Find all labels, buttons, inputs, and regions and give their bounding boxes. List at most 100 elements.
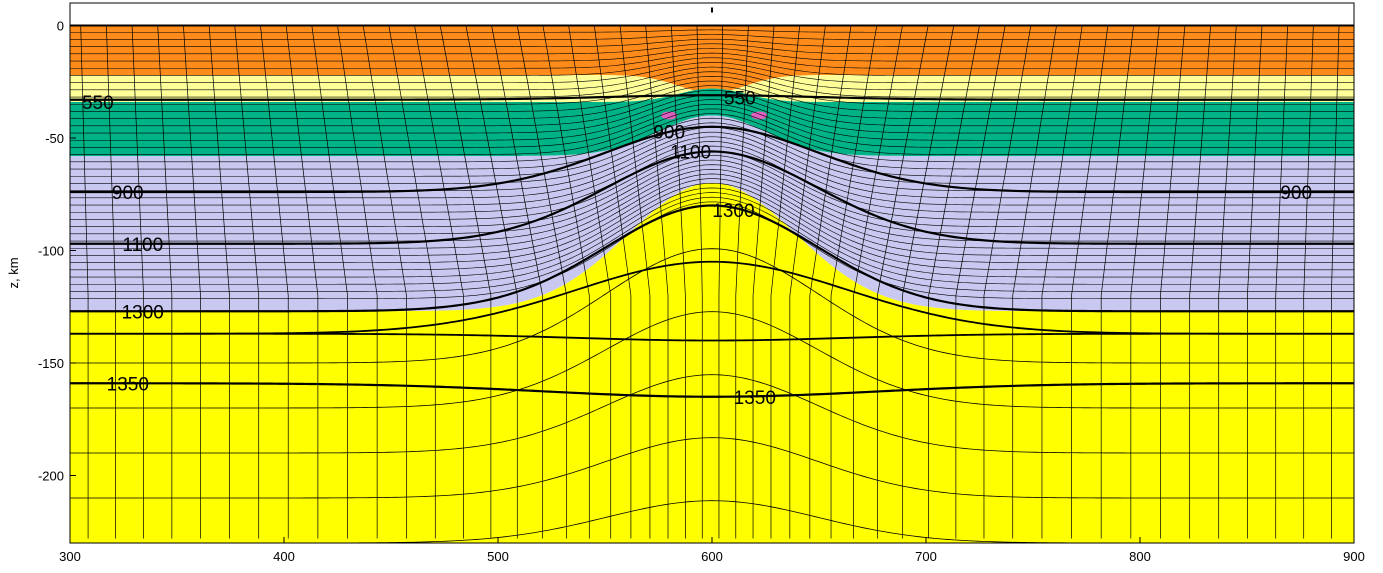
grid-line-vertical — [752, 25, 775, 539]
grid-line-vertical — [789, 25, 826, 539]
isotherm-label-1300: 1300 — [712, 201, 754, 222]
grid-line-vertical — [157, 25, 173, 539]
x-tick-label: 800 — [1129, 549, 1151, 564]
grid-line-horizontal — [70, 117, 1354, 170]
isotherm-label-text: 1300 — [122, 302, 164, 323]
grid-line-vertical — [337, 25, 378, 539]
grid-line-vertical — [1275, 25, 1289, 539]
grid-line-horizontal — [70, 374, 1354, 454]
y-tick-label: 0 — [57, 19, 64, 34]
isotherm-label-text: 550 — [724, 89, 756, 110]
isotherm-label-text: 900 — [653, 122, 685, 143]
grid-line-vertical — [183, 25, 201, 539]
grid-line-horizontal — [70, 192, 1354, 285]
isotherm-1350 — [70, 382, 1354, 398]
grid-line-horizontal — [70, 71, 1354, 98]
isotherm-550 — [70, 94, 1354, 101]
isotherm-label-1100: 1100 — [122, 235, 163, 256]
grid-line-vertical — [362, 25, 407, 539]
grid-line-vertical — [1303, 25, 1314, 539]
isotherm-label-text: 550 — [82, 93, 114, 114]
grid-line-vertical — [718, 25, 724, 539]
isotherm-label-text: 900 — [112, 183, 144, 204]
grid-line-vertical — [439, 25, 492, 539]
grid-line-vertical — [1247, 25, 1263, 539]
grid-line-horizontal — [70, 89, 1354, 127]
grid-line-vertical — [1330, 25, 1340, 539]
isotherm-1300 — [70, 204, 1354, 313]
intrusion-body-1 — [751, 111, 768, 120]
isotherm-label-text: 900 — [1280, 183, 1312, 204]
grid-line-horizontal — [70, 145, 1354, 213]
grid-line-vertical — [593, 25, 632, 539]
grid-line-horizontal — [70, 34, 1354, 40]
isotherm-label-text: 1350 — [734, 388, 776, 409]
isotherm-label-550: 550 — [724, 89, 756, 110]
grid-line-horizontal — [70, 196, 1354, 292]
grid-line-vertical — [645, 25, 669, 539]
intrusion-body-0 — [661, 111, 678, 120]
grid-line-vertical — [260, 25, 289, 539]
grid-line-vertical — [568, 25, 612, 539]
x-tick-label: 500 — [487, 549, 509, 564]
grid-line-horizontal — [70, 248, 1354, 364]
grid-line-horizontal — [70, 43, 1354, 55]
grid-line-horizontal — [70, 76, 1354, 105]
isotherm-label-text: 1100 — [122, 235, 163, 256]
grid-line-vertical — [234, 25, 260, 539]
x-tick-label: 900 — [1343, 549, 1365, 564]
isotherm-label-1100: 1100 — [670, 143, 711, 164]
isotherm-label-1300: 1300 — [122, 302, 164, 323]
grid-line-horizontal — [70, 159, 1354, 235]
isotherm-label-900: 900 — [653, 122, 685, 143]
layer-2 — [70, 88, 1354, 156]
grid-line-vertical — [106, 25, 117, 539]
grid-line-vertical — [414, 25, 464, 539]
x-tick-label: 700 — [915, 549, 937, 564]
grid-line-vertical — [542, 25, 590, 539]
grid-line-vertical — [311, 25, 348, 539]
grid-line-vertical — [516, 25, 567, 539]
isotherm-label-900: 900 — [1280, 183, 1312, 204]
grid-line-vertical — [1071, 25, 1109, 539]
grid-line-horizontal — [70, 122, 1354, 177]
grid-line-horizontal — [70, 136, 1354, 199]
y-axis: 0 -50 -100 -150 -200 — [38, 19, 76, 484]
isotherm-extra-1 — [70, 332, 1354, 342]
grid-line-horizontal — [70, 201, 1354, 299]
grid-line-horizontal — [70, 29, 1354, 33]
isotherm-label-text: 1300 — [712, 201, 754, 222]
isotherms — [70, 94, 1354, 398]
grid-line-vertical — [670, 25, 686, 539]
grid-line-horizontal — [70, 311, 1354, 409]
isotherm-label-text: 1350 — [107, 374, 149, 395]
y-tick-label: -150 — [38, 356, 64, 371]
grid-line-horizontal — [70, 57, 1354, 76]
grid-line-horizontal — [70, 182, 1354, 271]
isotherm-900 — [70, 125, 1354, 194]
grid-line-horizontal — [70, 187, 1354, 278]
layer-0 — [70, 25, 1354, 93]
grid-line-vertical — [1130, 25, 1160, 539]
grid-line-horizontal — [70, 99, 1354, 141]
grid-line-horizontal — [70, 178, 1354, 263]
grid-line-horizontal — [70, 38, 1354, 47]
grid-line-vertical — [1041, 25, 1083, 539]
grid-line-vertical — [955, 25, 1006, 539]
grid-line-vertical — [1012, 25, 1057, 539]
grid-line-horizontal — [70, 169, 1354, 249]
x-tick-label: 400 — [273, 549, 295, 564]
grid-line-horizontal — [70, 85, 1354, 119]
isotherm-1100 — [70, 150, 1354, 245]
grid-line-vertical — [1100, 25, 1134, 539]
grid-line-vertical — [1218, 25, 1237, 539]
grid-line-horizontal — [70, 155, 1354, 227]
grid-line-horizontal — [70, 437, 1354, 499]
grid-line-vertical — [770, 25, 801, 539]
grid-line-horizontal — [70, 131, 1354, 191]
grid-line-vertical — [696, 25, 703, 539]
grid-line-horizontal — [70, 103, 1354, 148]
isotherm-label-text: 1100 — [670, 143, 711, 164]
